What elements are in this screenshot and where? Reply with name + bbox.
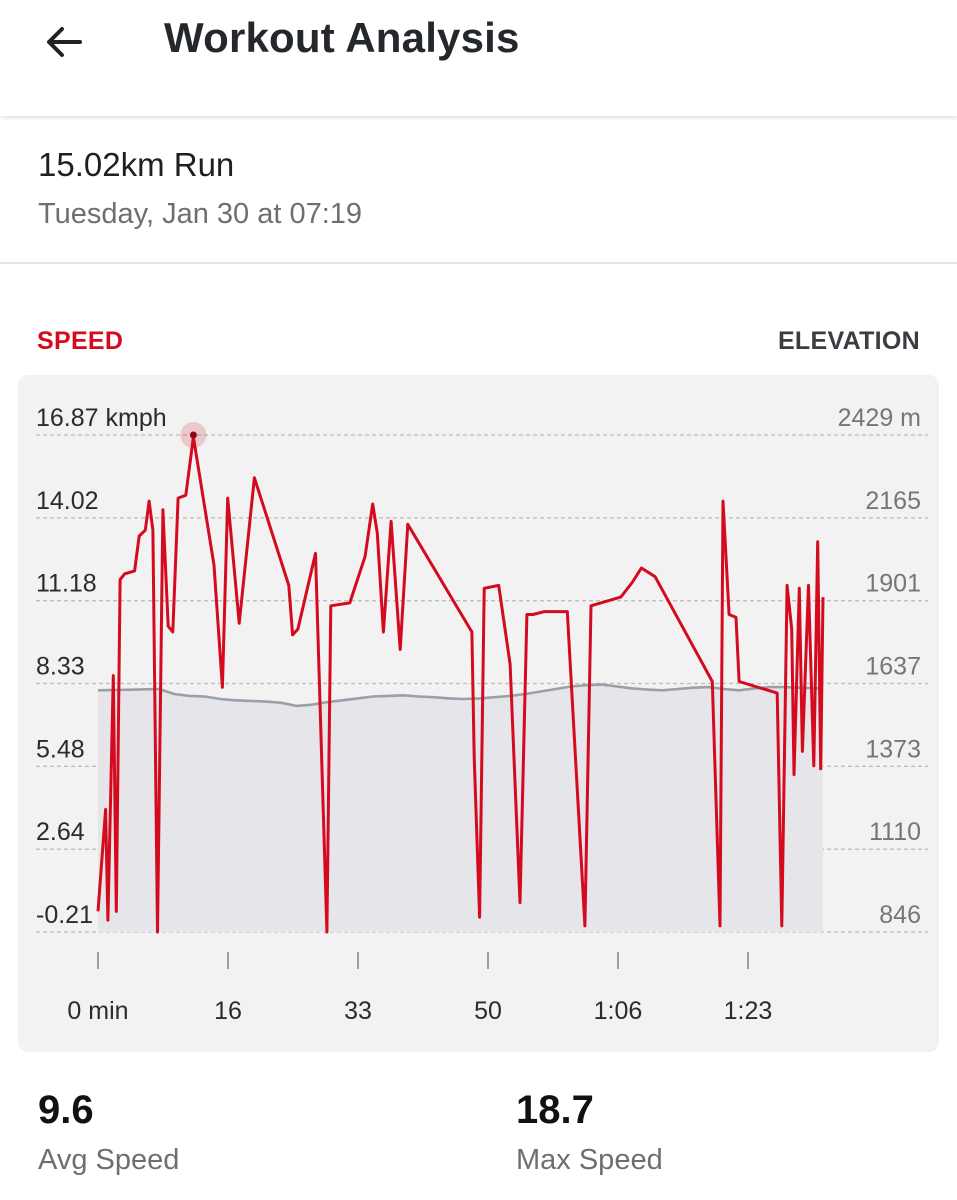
- tab-elevation[interactable]: ELEVATION: [777, 327, 920, 355]
- elevation-area-fill: [98, 684, 823, 932]
- y-tick-label-right: 2165: [865, 487, 921, 515]
- x-tick-label: 0 min: [67, 997, 128, 1025]
- y-tick-label-left: 8.33: [36, 653, 85, 681]
- y-tick-label-right: 1901: [865, 570, 921, 598]
- x-tick-label: 50: [474, 997, 502, 1025]
- arrow-left-icon: [47, 27, 82, 57]
- max-speed-label: Max Speed: [516, 1144, 663, 1176]
- max-marker: [180, 422, 207, 448]
- y-tick-label-left: 14.02: [36, 487, 99, 515]
- workout-name: 15.02km Run: [38, 146, 235, 183]
- speed-line: [96, 435, 825, 934]
- x-axis: 0 min 16 33 50 1:06 1:23: [67, 952, 772, 1025]
- chart-card[interactable]: 16.87 kmph 2429 m 14.02 2165 11.18 1901 8.33 16…: [18, 375, 939, 1052]
- y-tick-label-left: 16.87 kmph: [36, 404, 167, 432]
- max-marker-dot: [189, 431, 197, 439]
- y-tick-label-right: 1637: [865, 653, 921, 681]
- axis-labels: 16.87 kmph 2429 m 14.02 2165 11.18 1901 8.33 16…: [36, 404, 921, 929]
- back-button[interactable]: [36, 14, 92, 70]
- max-speed-value: 18.7: [516, 1088, 594, 1132]
- x-tick-label: 16: [214, 997, 242, 1025]
- page-title: Workout Analysis: [164, 14, 520, 61]
- y-tick-label-left: 11.18: [36, 570, 97, 598]
- avg-speed-value: 9.6: [38, 1088, 94, 1132]
- workout-date: Tuesday, Jan 30 at 07:19: [38, 198, 363, 230]
- x-tick-label: 1:06: [594, 997, 643, 1025]
- y-tick-label-left: -0.21: [36, 901, 93, 929]
- x-tick-label: 33: [344, 997, 372, 1025]
- speed-series-line: [96, 435, 825, 934]
- y-tick-label-left: 2.64: [36, 818, 85, 846]
- elevation-area: [98, 684, 823, 932]
- avg-speed-label: Avg Speed: [38, 1144, 180, 1176]
- app-bar: Workout Analysis: [0, 0, 957, 116]
- stat-max-speed: 18.7 Max Speed: [516, 1088, 663, 1177]
- stat-avg-speed: 9.6 Avg Speed: [38, 1088, 179, 1177]
- y-tick-label-right: 846: [879, 901, 921, 929]
- y-tick-label-right: 1110: [869, 818, 921, 846]
- speed-elevation-chart[interactable]: 16.87 kmph 2429 m 14.02 2165 11.18 1901 8.33 16…: [18, 375, 939, 1052]
- x-tick-label: 1:23: [724, 997, 773, 1025]
- y-tick-label-left: 5.48: [36, 735, 85, 763]
- tab-speed[interactable]: SPEED: [37, 327, 124, 355]
- divider: [0, 262, 957, 264]
- y-tick-label-right: 2429 m: [838, 404, 921, 432]
- y-tick-label-right: 1373: [865, 735, 921, 763]
